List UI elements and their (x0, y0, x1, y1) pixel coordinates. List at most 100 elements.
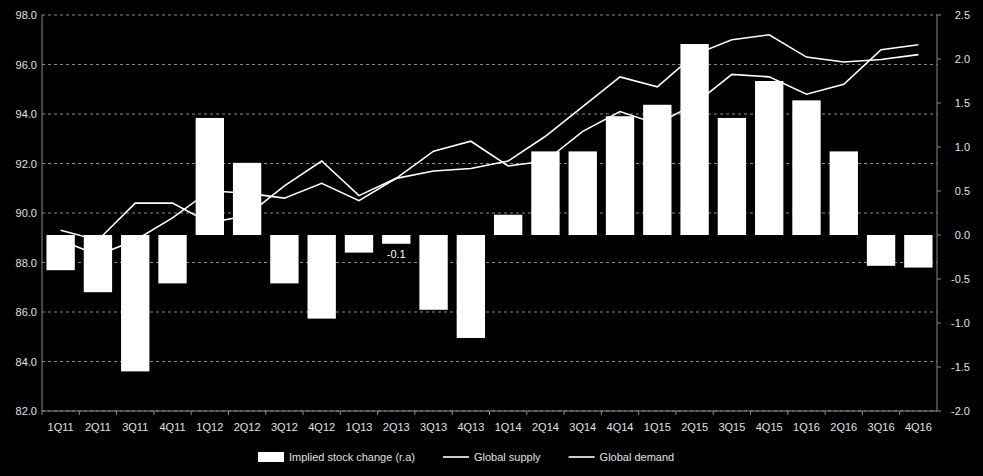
bar (792, 100, 820, 235)
x-tick (340, 411, 341, 415)
x-tick (713, 411, 714, 415)
bar (718, 118, 746, 235)
bar (531, 151, 559, 235)
y-tick-label: 90.0 (16, 207, 37, 219)
x-tick (228, 411, 229, 415)
y-tick-label: 86.0 (16, 306, 37, 318)
bar (308, 235, 336, 319)
y2-tick (937, 147, 941, 148)
data-label: -0.1 (387, 248, 406, 260)
x-tick-label: 3Q11 (122, 421, 148, 433)
grid-line (42, 15, 937, 16)
x-tick-label: 3Q12 (271, 421, 298, 433)
x-tick-label: 2Q11 (85, 421, 111, 433)
bar (904, 235, 932, 268)
y-tick-label: 98.0 (16, 9, 37, 21)
bar (419, 235, 447, 310)
y2-tick-label: -1.0 (951, 317, 970, 329)
y2-tick (937, 191, 941, 192)
x-tick (42, 411, 43, 415)
y2-tick (937, 103, 941, 104)
x-tick (787, 411, 788, 415)
x-tick (265, 411, 266, 415)
x-tick (825, 411, 826, 415)
y2-tick (937, 367, 941, 368)
bar (158, 235, 186, 283)
x-tick (601, 411, 602, 415)
x-tick-label: 1Q13 (346, 421, 373, 433)
y2-tick-label: 0.0 (955, 229, 970, 241)
x-tick (862, 411, 863, 415)
y2-tick-label: 2.5 (955, 9, 970, 21)
y-tick-label: 84.0 (16, 356, 37, 368)
legend-label: Global demand (600, 451, 675, 463)
x-tick-label: 4Q13 (457, 421, 484, 433)
legend-swatch (258, 452, 284, 462)
grid-line (42, 361, 937, 362)
x-tick (638, 411, 639, 415)
x-tick (377, 411, 378, 415)
grid-line (42, 64, 937, 65)
y2-tick (937, 279, 941, 280)
x-tick (899, 411, 900, 415)
marks (46, 35, 932, 372)
y2-tick-label: 0.5 (955, 185, 970, 197)
x-tick-label: 1Q14 (495, 421, 522, 433)
x-tick-label: 2Q16 (830, 421, 857, 433)
bar (84, 235, 112, 292)
y2-tick (937, 235, 941, 236)
legend-swatch (443, 456, 469, 458)
y2-tick (937, 323, 941, 324)
x-tick-label: 2Q13 (383, 421, 410, 433)
bar (457, 235, 485, 338)
bar (867, 235, 895, 266)
x-tick-label: 1Q15 (644, 421, 671, 433)
y-axis (42, 15, 43, 411)
y2-tick-label: 2.0 (955, 53, 970, 65)
x-tick (79, 411, 80, 415)
x-tick-label: 2Q14 (532, 421, 559, 433)
chart: 82.084.086.088.090.092.094.096.098.0-2.0… (0, 0, 983, 476)
bar (680, 44, 708, 235)
x-tick-label: 1Q11 (48, 421, 74, 433)
line (61, 45, 919, 241)
line (61, 35, 919, 255)
bar (755, 81, 783, 235)
legend-swatch (569, 456, 595, 458)
x-tick-label: 3Q15 (718, 421, 745, 433)
y2-tick (937, 59, 941, 60)
x-tick (414, 411, 415, 415)
x-tick-label: 3Q16 (868, 421, 895, 433)
y2-tick-label: -0.5 (951, 273, 970, 285)
x-tick-label: 4Q16 (905, 421, 932, 433)
y2-tick (937, 411, 941, 412)
x-tick (489, 411, 490, 415)
grid-line (42, 312, 937, 313)
grid (42, 15, 937, 411)
bar (494, 215, 522, 235)
x-tick-label: 1Q16 (793, 421, 820, 433)
legend: Implied stock change (r.a)Global supplyG… (258, 451, 674, 463)
y2-tick-label: 1.0 (955, 141, 970, 153)
y2-tick-label: 1.5 (955, 97, 970, 109)
bar (606, 116, 634, 235)
x-tick-label: 2Q15 (681, 421, 708, 433)
y-tick-label: 88.0 (16, 257, 37, 269)
y2-tick (937, 15, 941, 16)
y-tick-label: 94.0 (16, 108, 37, 120)
y-tick-label: 96.0 (16, 59, 37, 71)
x-tick-label: 4Q15 (756, 421, 783, 433)
x-tick-label: 1Q12 (196, 421, 223, 433)
x-tick (191, 411, 192, 415)
x-tick (750, 411, 751, 415)
x-tick (452, 411, 453, 415)
labels: -0.1 (387, 248, 406, 260)
bar (382, 235, 410, 244)
background (0, 0, 983, 476)
y2-axis (937, 15, 938, 411)
x-tick-label: 3Q14 (569, 421, 596, 433)
x-tick (675, 411, 676, 415)
x-tick-label: 4Q11 (159, 421, 185, 433)
bar (233, 163, 261, 235)
legend-label: Implied stock change (r.a) (289, 451, 415, 463)
